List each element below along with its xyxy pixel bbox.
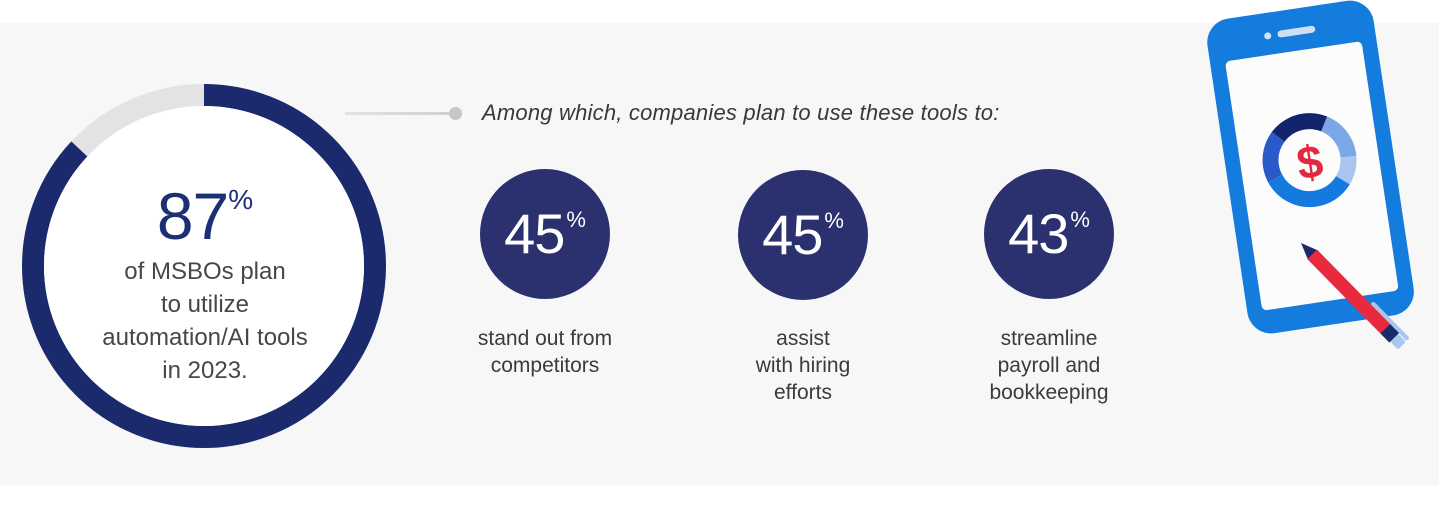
main-stat-percent-sign: % <box>228 184 254 215</box>
pen-body <box>1307 249 1390 334</box>
stat-percent-sign: % <box>1070 207 1090 232</box>
screen-donut-inner <box>1279 130 1340 191</box>
donut-value-segment <box>22 84 386 448</box>
stat-label-stand-out: stand out from competitors <box>477 327 613 377</box>
main-donut-chart <box>22 84 386 448</box>
section-heading: Among which, companies plan to use these… <box>482 100 1000 125</box>
connector-dot <box>449 107 462 120</box>
screen-donut-chart <box>1262 113 1357 208</box>
main-stat-number: 87 <box>156 179 229 253</box>
speaker-icon <box>1277 25 1316 38</box>
stat-percent-sign: % <box>566 207 586 232</box>
donut-inner-circle <box>44 106 364 426</box>
pen-tip <box>1301 243 1318 260</box>
screen-donut-segment-royal-blue <box>1262 113 1357 208</box>
tablet-illustration: $ <box>1207 0 1414 349</box>
stat-circle-stand-out: 45% <box>480 169 610 299</box>
main-stat-text: 87% of MSBOs plan to utilize automation/… <box>64 183 346 387</box>
screen-donut-segment-medium-blue <box>1262 113 1357 208</box>
stat-number: 45 <box>762 203 823 266</box>
stat-number: 45 <box>504 202 565 265</box>
screen-donut-segment-bright-blue <box>1262 113 1357 208</box>
stat-number: 43 <box>1008 202 1069 265</box>
main-donut-ring <box>22 84 386 448</box>
main-stat-description: of MSBOs plan to utilize automation/AI t… <box>102 258 308 384</box>
pen-cap <box>1391 334 1406 349</box>
pen-band <box>1380 323 1400 343</box>
stat-circle-payroll: 43% <box>984 169 1114 299</box>
screen-donut-segment-navy <box>1262 113 1357 208</box>
connector-line <box>345 112 452 115</box>
stat-label-payroll: streamline payroll and bookkeeping <box>989 327 1109 404</box>
pen-icon <box>1301 243 1409 349</box>
stat-circle-hiring: 45% <box>738 170 868 300</box>
stat-label-hiring: assist with hiring efforts <box>755 327 851 404</box>
stat-percent-sign: % <box>824 208 844 233</box>
camera-icon <box>1264 32 1272 40</box>
pen-clip <box>1371 301 1409 341</box>
tablet-body-group: $ <box>1207 0 1414 334</box>
main-stat-value: 87% <box>64 183 346 249</box>
